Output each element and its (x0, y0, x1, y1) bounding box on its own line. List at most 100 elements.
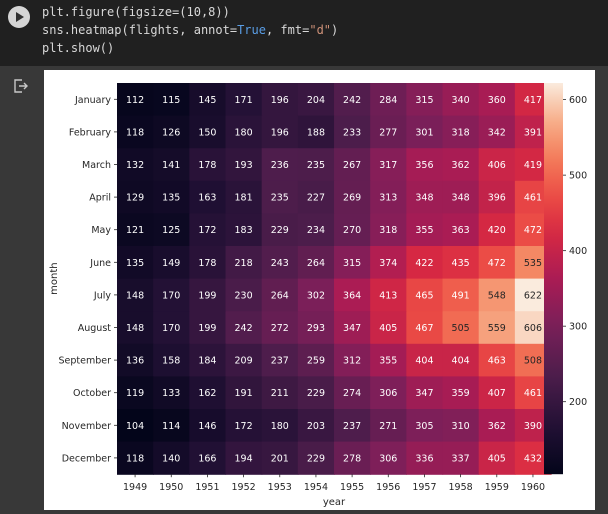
heatmap-annotation: 348 (415, 193, 433, 204)
code-cell[interactable]: plt.figure(figsize=(10,8)) sns.heatmap(fl… (0, 0, 608, 66)
heatmap-annotation: 391 (524, 127, 542, 138)
colorbar-tick-label: 500 (569, 171, 587, 182)
heatmap-annotation: 229 (307, 388, 325, 399)
x-tick-label: 1960 (521, 482, 545, 493)
heatmap-cell (478, 115, 516, 149)
heatmap-cell (334, 278, 371, 312)
output-redirect-icon (14, 79, 28, 93)
heatmap-annotation: 162 (198, 388, 216, 399)
heatmap-annotation: 196 (271, 127, 289, 138)
heatmap-cell (261, 311, 299, 345)
heatmap-cell (189, 246, 227, 280)
heatmap-cell (406, 343, 444, 377)
heatmap-cell (225, 311, 263, 345)
heatmap-cell (261, 376, 299, 410)
heatmap-annotation: 178 (198, 160, 216, 171)
heatmap-cell (225, 376, 263, 410)
heatmap-annotation: 203 (307, 421, 325, 432)
heatmap-annotation: 417 (524, 95, 542, 106)
heatmap-cell (189, 376, 227, 410)
heatmap-cell (261, 180, 299, 214)
heatmap-cell (406, 115, 444, 149)
heatmap-cell (297, 311, 335, 345)
heatmap-chart: 112 115 145 171 196 204 242 284 315 340 360 417 118 1… (49, 83, 587, 508)
heatmap-annotation: 114 (162, 421, 180, 432)
heatmap-cell (261, 409, 299, 443)
heatmap-annotation: 211 (271, 388, 289, 399)
heatmap-cell (117, 311, 154, 345)
heatmap-cell (261, 213, 299, 247)
heatmap-annotation: 362 (452, 160, 470, 171)
heatmap-annotation: 118 (126, 453, 144, 464)
heatmap-annotation: 180 (271, 421, 289, 432)
heatmap-annotation: 310 (452, 421, 470, 432)
heatmap-cell (370, 441, 407, 475)
heatmap-cell (153, 180, 190, 214)
heatmap-annotation: 201 (271, 453, 289, 464)
heatmap-annotation: 318 (379, 225, 397, 236)
heatmap-annotation: 199 (198, 323, 216, 334)
heatmap-cell (334, 213, 371, 247)
heatmap-annotation: 194 (235, 453, 253, 464)
heatmap-cell (153, 376, 190, 410)
heatmap-annotation: 229 (307, 453, 325, 464)
heatmap-cell (117, 343, 154, 377)
heatmap-cell (117, 83, 154, 117)
heatmap-cell (334, 343, 371, 377)
heatmap-annotation: 233 (343, 127, 361, 138)
heatmap-annotation: 306 (379, 388, 397, 399)
heatmap-annotation: 145 (198, 95, 216, 106)
heatmap-cell (153, 441, 190, 475)
y-tick-label: January (74, 95, 111, 106)
heatmap-annotation: 119 (126, 388, 144, 399)
heatmap-annotation: 306 (379, 453, 397, 464)
heatmap-cell (153, 343, 190, 377)
heatmap-cell (297, 83, 335, 117)
heatmap-annotation: 390 (524, 421, 542, 432)
heatmap-annotation: 172 (235, 421, 253, 432)
heatmap-annotation: 337 (452, 453, 470, 464)
heatmap-annotation: 347 (415, 388, 433, 399)
heatmap-annotation: 204 (307, 95, 325, 106)
x-tick-label: 1955 (340, 482, 364, 493)
heatmap-cell (117, 148, 154, 182)
code-line: plt.figure(figsize=(10,8)) (42, 3, 338, 21)
heatmap-cell (261, 278, 299, 312)
heatmap-cell (225, 148, 263, 182)
heatmap-cell (117, 376, 154, 410)
heatmap-annotation: 472 (524, 225, 542, 236)
heatmap-cell (334, 148, 371, 182)
heatmap-annotation: 135 (162, 193, 180, 204)
heatmap-annotation: 264 (271, 290, 289, 301)
heatmap-cell (117, 246, 154, 280)
heatmap-annotation: 404 (452, 356, 470, 367)
heatmap-cell (261, 115, 299, 149)
code-editor[interactable]: plt.figure(figsize=(10,8)) sns.heatmap(fl… (42, 3, 338, 57)
heatmap-cell (225, 343, 263, 377)
heatmap-annotation: 242 (343, 95, 361, 106)
heatmap-annotation: 184 (198, 356, 216, 367)
heatmap-annotation: 129 (126, 193, 144, 204)
heatmap-cell (334, 246, 371, 280)
heatmap-annotation: 405 (488, 453, 506, 464)
heatmap-annotation: 227 (307, 193, 325, 204)
x-tick-label: 1950 (159, 482, 183, 493)
x-tick-label: 1957 (412, 482, 436, 493)
heatmap-cell (370, 115, 407, 149)
heatmap-cell (370, 213, 407, 247)
heatmap-annotation: 264 (307, 258, 325, 269)
run-cell-button[interactable] (8, 6, 30, 28)
heatmap-annotation: 535 (524, 258, 542, 269)
heatmap-cell (370, 376, 407, 410)
heatmap-annotation: 419 (524, 160, 542, 171)
heatmap-cell (261, 343, 299, 377)
heatmap-annotation: 148 (126, 323, 144, 334)
heatmap-annotation: 355 (415, 225, 433, 236)
heatmap-annotation: 235 (307, 160, 325, 171)
code-token: "d" (309, 23, 332, 37)
heatmap-cell (442, 180, 480, 214)
heatmap-cell (225, 213, 263, 247)
x-tick-label: 1958 (449, 482, 473, 493)
heatmap-annotation: 396 (488, 193, 506, 204)
heatmap-annotation: 170 (162, 323, 180, 334)
